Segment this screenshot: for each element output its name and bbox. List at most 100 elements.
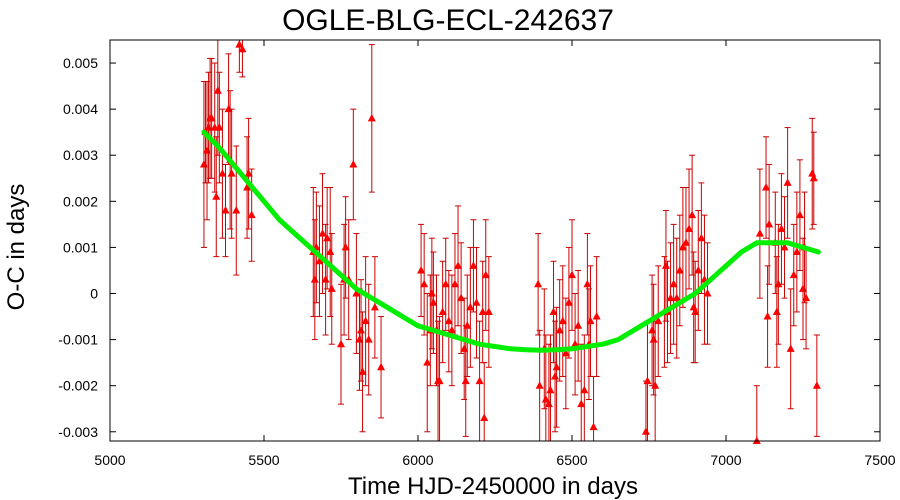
point-marker [472,298,481,306]
point-marker [327,284,336,292]
point-marker [672,293,681,302]
point-marker [541,395,550,403]
chart-title: OGLE-BLG-ECL-242637 [282,4,614,37]
point-marker [580,385,589,394]
point-marker [675,265,684,274]
point-marker [315,256,324,265]
x-tick-label: 5000 [94,452,125,468]
point-marker [358,367,367,375]
point-marker [792,247,801,256]
y-tick-label: -0.003 [58,424,98,440]
point-marker [227,169,236,177]
point-marker [661,261,670,269]
data-point [227,108,236,239]
data-point [691,260,700,364]
data-point [441,237,450,331]
point-marker [752,436,761,444]
data-point [361,256,370,387]
data-point [641,380,650,441]
point-marker [681,238,690,246]
point-marker [549,307,558,315]
data-point [694,210,703,331]
data-point [551,320,560,433]
point-marker [685,224,694,232]
point-marker [780,242,789,251]
data-point [752,385,761,444]
point-marker [215,123,224,131]
point-marker [583,279,592,288]
point-marker [475,376,484,385]
point-marker [641,427,650,435]
y-tick-label: 0.002 [63,193,98,209]
point-marker [789,270,798,279]
point-marker [469,261,478,269]
point-marker [795,210,804,219]
point-marker [774,279,783,288]
data-point [475,320,484,441]
data-point [669,223,678,345]
data-point [364,283,373,396]
data-point [534,233,543,336]
point-marker [318,229,327,237]
point-marker [534,279,543,288]
point-marker [454,261,463,269]
data-point [697,182,706,295]
data-point [786,288,795,410]
point-marker [694,265,703,274]
data-point [703,242,712,345]
point-marker [697,233,706,242]
point-marker [481,270,490,279]
data-point [678,186,687,308]
point-marker [535,381,544,389]
y-tick-label: -0.001 [58,332,98,348]
point-marker [420,279,429,288]
point-marker [207,113,216,122]
data-point [218,108,227,239]
point-marker [441,279,450,288]
point-marker [484,307,493,315]
y-tick-label: 0 [90,286,98,302]
data-point [675,214,684,327]
data-point [689,251,698,364]
data-point [574,269,583,382]
x-tick-label: 6000 [402,452,433,468]
data-point [672,237,681,359]
data-point [780,196,789,299]
point-marker [341,242,350,251]
point-marker [809,173,818,182]
point-marker [377,362,386,371]
point-marker [691,307,700,315]
data-point [327,233,336,345]
point-marker [755,229,764,237]
point-marker [783,178,792,186]
data-point [463,274,472,377]
point-marker [703,289,712,297]
point-marker [438,307,447,315]
point-marker [457,293,466,302]
data-point [763,265,772,368]
data-point [661,210,670,322]
data-point [358,311,367,433]
data-point [792,191,801,313]
point-marker [367,113,376,122]
point-marker [247,210,256,219]
data-point [318,173,327,295]
point-marker [238,44,247,53]
data-point [349,108,358,221]
data-point [808,117,817,230]
point-marker [466,302,475,311]
point-marker [802,293,811,302]
data-point [592,256,601,377]
data-point [484,256,493,368]
data-point [481,219,490,331]
point-marker [762,182,771,191]
point-marker [435,376,444,385]
point-marker [765,219,774,228]
data-point [755,168,764,299]
data-point [447,274,456,387]
point-marker [364,335,373,343]
data-point [772,256,781,368]
data-point [215,71,224,184]
data-point [795,159,804,271]
data-point [571,293,580,396]
